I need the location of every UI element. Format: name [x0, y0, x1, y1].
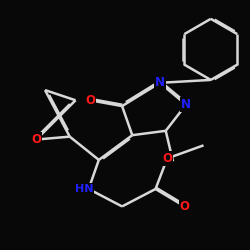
- Text: O: O: [180, 200, 190, 213]
- Text: O: O: [85, 94, 95, 107]
- Text: O: O: [162, 152, 172, 165]
- Text: O: O: [31, 133, 41, 146]
- Text: HN: HN: [75, 184, 94, 194]
- Text: N: N: [155, 76, 165, 89]
- Text: N: N: [181, 98, 191, 111]
